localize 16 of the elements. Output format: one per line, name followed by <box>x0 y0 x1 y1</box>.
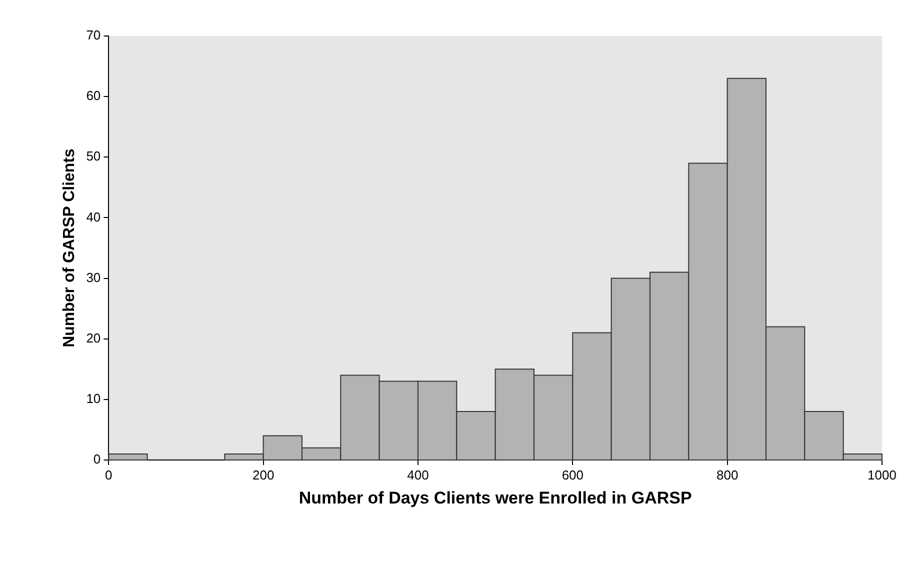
x-axis-title: Number of Days Clients were Enrolled in GARSP <box>298 488 692 508</box>
x-tick-label: 1000 <box>868 467 896 482</box>
y-tick-label: 60 <box>86 88 101 104</box>
x-tick-label: 400 <box>407 467 429 482</box>
y-axis-title: Number of GARSP Clients <box>61 148 78 348</box>
y-tick-label: 70 <box>86 28 101 43</box>
y-tick-label: 50 <box>86 148 101 164</box>
x-tick-label: 200 <box>252 467 274 482</box>
y-tick-label: 40 <box>86 209 101 224</box>
y-tick-label: 0 <box>93 452 101 467</box>
x-tick-label: 600 <box>562 467 584 482</box>
y-tick-label: 10 <box>86 391 101 406</box>
y-tick-label: 20 <box>86 330 101 346</box>
x-tick-label: 0 <box>105 467 112 482</box>
y-tick-label: 30 <box>86 270 101 285</box>
x-tick-label: 800 <box>716 467 738 482</box>
